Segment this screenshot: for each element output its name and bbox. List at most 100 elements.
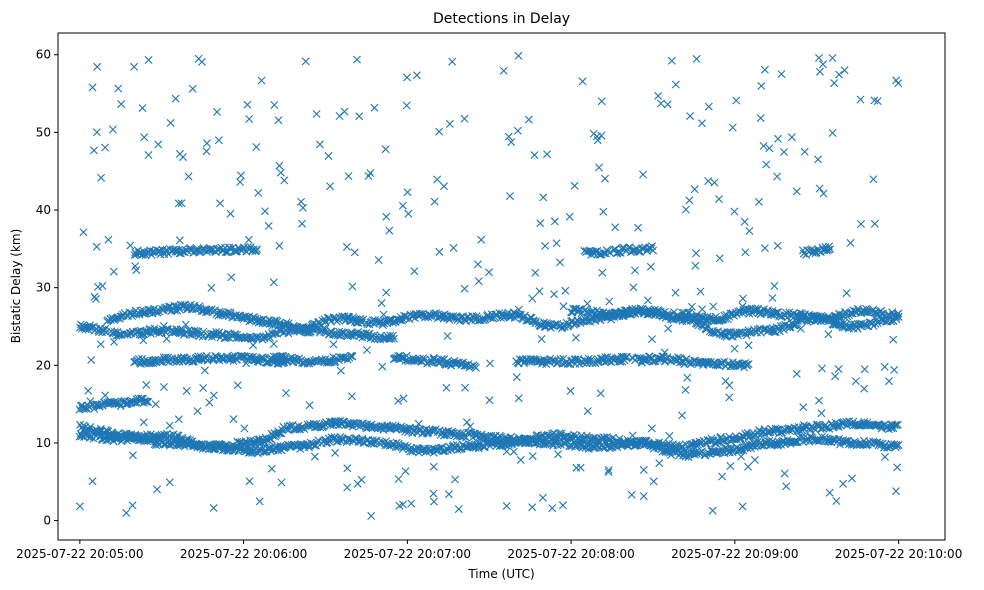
detection-marker xyxy=(522,316,531,325)
detection-marker xyxy=(229,415,238,424)
detection-marker xyxy=(120,330,129,339)
detection-marker xyxy=(639,170,647,179)
detection-marker xyxy=(136,394,145,403)
detection-marker xyxy=(888,420,896,429)
detection-marker xyxy=(142,380,151,389)
detection-marker xyxy=(565,442,574,451)
y-tick-label: 10 xyxy=(36,436,51,450)
detection-marker xyxy=(200,366,209,375)
detection-marker xyxy=(485,396,494,405)
detection-marker xyxy=(631,266,639,275)
detection-marker xyxy=(395,501,404,510)
detection-marker xyxy=(718,331,727,339)
detection-marker xyxy=(197,57,206,66)
detection-marker xyxy=(773,241,782,250)
detection-marker xyxy=(667,446,676,455)
detection-marker xyxy=(870,219,879,228)
detection-marker xyxy=(226,308,235,317)
detection-marker xyxy=(448,57,457,66)
detection-marker xyxy=(720,331,729,340)
detection-marker xyxy=(153,485,162,494)
detection-marker xyxy=(440,182,448,191)
detection-marker xyxy=(851,377,860,386)
detection-marker xyxy=(394,475,403,483)
detection-marker xyxy=(330,358,339,367)
detection-marker xyxy=(768,307,777,315)
x-tick-label: 2025-07-22 20:07:00 xyxy=(344,547,471,561)
detection-marker xyxy=(152,437,161,446)
detection-marker xyxy=(631,304,640,313)
detection-marker xyxy=(205,398,214,407)
detection-marker xyxy=(514,51,523,60)
detection-marker xyxy=(166,118,175,127)
detection-marker xyxy=(744,462,753,471)
detection-marker xyxy=(718,472,727,481)
detection-marker xyxy=(126,241,135,250)
detection-marker xyxy=(696,287,705,296)
detection-marker xyxy=(831,372,840,381)
detection-marker xyxy=(165,421,174,430)
detection-marker xyxy=(444,490,453,499)
detection-marker xyxy=(671,80,680,89)
detection-marker xyxy=(218,355,227,364)
y-axis-label: Bistatic Delay (km) xyxy=(9,229,23,344)
detection-marker xyxy=(628,439,637,448)
detection-marker xyxy=(745,227,754,235)
detection-marker xyxy=(730,207,739,216)
detection-marker xyxy=(512,373,521,382)
detection-marker xyxy=(890,365,899,374)
detection-marker xyxy=(242,359,251,368)
detection-marker xyxy=(676,358,684,367)
detection-marker xyxy=(847,474,856,483)
detection-marker xyxy=(122,509,131,517)
detection-marker xyxy=(583,299,592,308)
detection-marker xyxy=(741,248,750,257)
detection-marker xyxy=(578,77,587,86)
detection-marker xyxy=(779,426,788,435)
detection-marker xyxy=(485,268,493,277)
detection-marker xyxy=(282,389,290,397)
detection-marker xyxy=(102,328,111,337)
detection-marker xyxy=(815,184,824,193)
detection-marker xyxy=(842,289,851,298)
detection-marker xyxy=(203,139,211,148)
detection-marker xyxy=(514,305,523,314)
y-tick-label: 50 xyxy=(36,125,51,139)
detection-marker xyxy=(535,287,544,296)
detection-marker xyxy=(238,245,247,254)
detection-marker xyxy=(839,479,848,488)
detection-marker xyxy=(528,503,537,512)
detection-marker xyxy=(538,493,547,502)
detection-marker xyxy=(780,148,788,156)
detection-marker xyxy=(173,441,182,450)
detection-marker xyxy=(370,103,379,112)
detection-marker xyxy=(738,502,747,511)
detection-marker xyxy=(182,386,191,395)
detection-marker xyxy=(331,448,340,457)
detection-marker xyxy=(514,438,523,447)
detection-marker xyxy=(799,424,808,433)
detection-marker xyxy=(588,359,597,368)
detection-marker xyxy=(184,172,193,181)
detection-marker xyxy=(165,478,174,487)
detection-marker xyxy=(604,466,613,474)
detection-marker xyxy=(296,444,305,453)
detection-marker xyxy=(154,140,163,149)
plot-frame xyxy=(57,32,946,541)
detection-marker xyxy=(174,415,183,424)
detection-marker xyxy=(824,245,833,254)
detection-marker xyxy=(576,463,585,472)
detection-marker xyxy=(762,440,770,449)
detection-marker xyxy=(152,441,161,450)
detection-marker xyxy=(583,407,592,416)
detection-marker xyxy=(803,246,811,255)
detection-marker xyxy=(870,96,879,105)
detection-marker xyxy=(84,386,93,395)
detection-marker xyxy=(244,235,253,244)
detection-marker xyxy=(243,100,252,109)
detection-marker xyxy=(759,142,768,150)
detection-marker xyxy=(766,427,775,436)
detection-marker xyxy=(530,151,539,160)
detection-marker xyxy=(343,464,352,473)
detection-marker xyxy=(648,335,656,344)
